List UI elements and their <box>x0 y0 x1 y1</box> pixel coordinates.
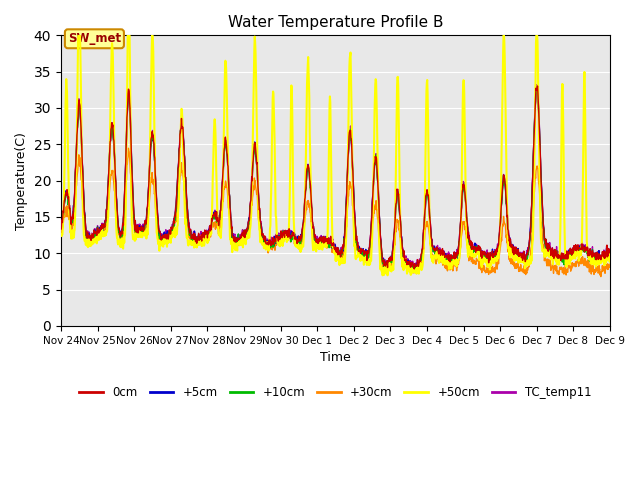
Text: SW_met: SW_met <box>68 32 121 45</box>
Title: Water Temperature Profile B: Water Temperature Profile B <box>228 15 444 30</box>
Legend: 0cm, +5cm, +10cm, +30cm, +50cm, TC_temp11: 0cm, +5cm, +10cm, +30cm, +50cm, TC_temp1… <box>75 381 596 404</box>
Y-axis label: Temperature(C): Temperature(C) <box>15 132 28 229</box>
X-axis label: Time: Time <box>320 351 351 364</box>
